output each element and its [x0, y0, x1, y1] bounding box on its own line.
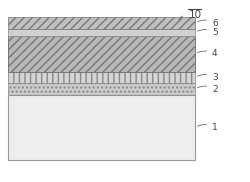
Text: 6: 6: [198, 19, 218, 27]
Bar: [8, 29, 195, 36]
Bar: [8, 83, 195, 95]
Bar: [8, 17, 195, 29]
Text: 4: 4: [198, 50, 218, 58]
Bar: [8, 72, 195, 83]
Text: 2: 2: [198, 84, 218, 94]
Text: 3: 3: [198, 73, 218, 82]
Text: 10: 10: [189, 10, 202, 20]
Text: 5: 5: [198, 28, 218, 37]
Bar: [8, 36, 195, 72]
Bar: [8, 95, 195, 160]
Text: 1: 1: [198, 123, 218, 132]
